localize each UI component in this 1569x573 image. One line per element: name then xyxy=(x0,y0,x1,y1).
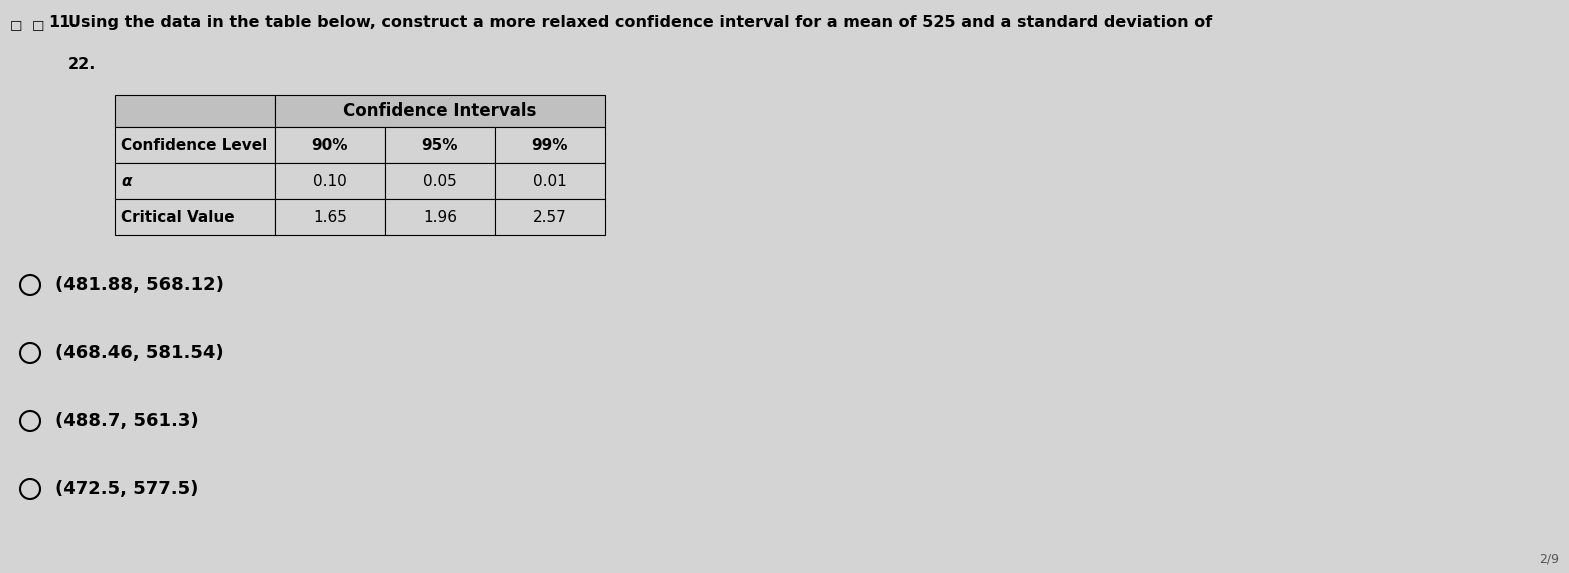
Text: 90%: 90% xyxy=(312,138,348,152)
Bar xyxy=(115,199,275,235)
Text: 2/9: 2/9 xyxy=(1539,552,1560,565)
Text: (468.46, 581.54): (468.46, 581.54) xyxy=(55,344,224,362)
Bar xyxy=(115,95,275,127)
Bar xyxy=(494,127,606,163)
Text: 22.: 22. xyxy=(67,57,96,72)
Text: α: α xyxy=(121,174,132,189)
Bar xyxy=(384,127,494,163)
Text: Critical Value: Critical Value xyxy=(121,210,235,225)
Text: 0.05: 0.05 xyxy=(424,174,457,189)
Bar xyxy=(115,163,275,199)
Bar xyxy=(115,199,275,235)
Bar xyxy=(275,127,384,163)
Text: Confidence Level: Confidence Level xyxy=(121,138,267,152)
Bar xyxy=(275,163,384,199)
Text: 1.65: 1.65 xyxy=(314,210,347,225)
Bar xyxy=(275,127,384,163)
Text: 1.96: 1.96 xyxy=(424,210,457,225)
Bar xyxy=(494,127,606,163)
Text: (472.5, 577.5): (472.5, 577.5) xyxy=(55,480,198,498)
Text: ☐: ☐ xyxy=(9,20,22,34)
Bar xyxy=(494,199,606,235)
Text: 0.10: 0.10 xyxy=(314,174,347,189)
Bar xyxy=(275,95,606,127)
Bar xyxy=(115,95,275,127)
Text: 99%: 99% xyxy=(532,138,568,152)
Bar xyxy=(115,163,275,199)
Text: 11.: 11. xyxy=(49,15,77,30)
Text: ☐: ☐ xyxy=(31,20,44,34)
Bar xyxy=(115,127,275,163)
Bar xyxy=(275,163,384,199)
Bar xyxy=(384,199,494,235)
Text: Using the data in the table below, construct a more relaxed confidence interval : Using the data in the table below, const… xyxy=(67,15,1213,30)
Text: 0.01: 0.01 xyxy=(533,174,566,189)
Bar xyxy=(494,163,606,199)
Bar xyxy=(494,199,606,235)
Text: (481.88, 568.12): (481.88, 568.12) xyxy=(55,276,224,294)
Bar xyxy=(384,163,494,199)
Text: (488.7, 561.3): (488.7, 561.3) xyxy=(55,412,199,430)
Bar xyxy=(275,199,384,235)
Text: Confidence Intervals: Confidence Intervals xyxy=(344,102,537,120)
Bar xyxy=(275,199,384,235)
Bar xyxy=(384,127,494,163)
Text: 2.57: 2.57 xyxy=(533,210,566,225)
Bar xyxy=(384,199,494,235)
Bar xyxy=(115,127,275,163)
Bar xyxy=(384,163,494,199)
Bar xyxy=(275,95,606,127)
Bar xyxy=(494,163,606,199)
Text: 95%: 95% xyxy=(422,138,458,152)
